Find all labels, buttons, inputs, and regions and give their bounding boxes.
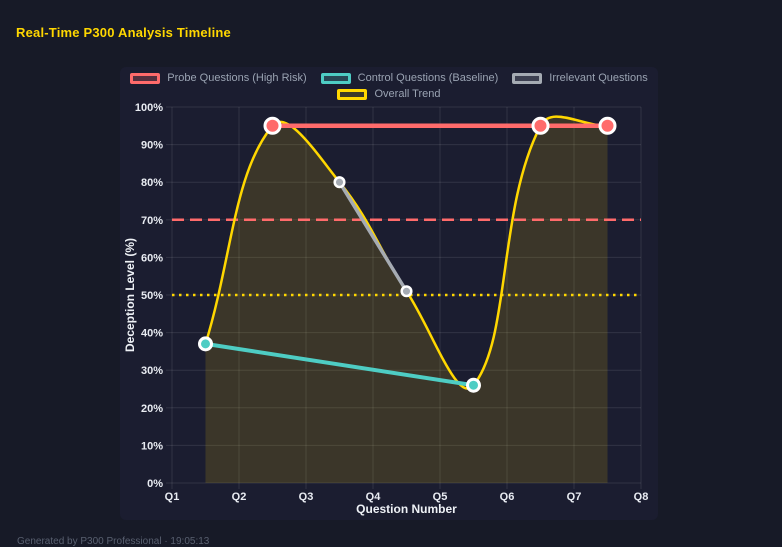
data-point-probe-questions-high-risk[interactable] [531,116,550,135]
legend-row: Overall Trend [120,88,658,100]
y-tick-label: 0% [147,478,163,490]
series-layer [172,115,641,484]
legend-swatch-probe-questions-high-risk [130,72,161,84]
data-point-irrelevant-questions[interactable] [333,176,346,189]
y-tick-label: 60% [141,252,163,264]
footer-generated-by: Generated by P300 Professional · 19:05:1… [17,536,210,547]
x-tick-label: Q5 [433,491,448,503]
legend-label: Overall Trend [374,88,441,100]
y-tick-label: 50% [141,290,163,302]
legend-item-control-questions-baseline[interactable]: Control Questions (Baseline) [320,72,499,84]
legend-label: Probe Questions (High Risk) [167,72,307,84]
data-point-probe-questions-high-risk[interactable] [263,116,282,135]
x-tick-label: Q6 [500,491,515,503]
legend-label: Irrelevant Questions [549,72,648,84]
x-tick-label: Q3 [299,491,314,503]
legend-swatch-control-questions-baseline [320,72,351,84]
x-tick-label: Q2 [232,491,247,503]
y-tick-label: 10% [141,440,163,452]
x-tick-label: Q4 [366,491,382,503]
y-tick-label: 70% [141,215,163,227]
legend-item-overall-trend[interactable]: Overall Trend [337,88,441,100]
legend-label: Control Questions (Baseline) [357,72,499,84]
legend-swatch-irrelevant-questions [512,72,543,84]
data-point-control-questions-baseline[interactable] [466,377,481,393]
y-tick-label: 30% [141,365,163,377]
x-tick-label: Q8 [634,491,649,503]
y-tick-label: 100% [135,102,163,114]
tick-label-layer: Q1 Q2 Q3 Q4 Q5 Q6 Q7 Q8 0% 10% 20% 30% 40% 50% 60% 70% 8… [135,102,648,503]
y-tick-label: 80% [141,177,163,189]
series-line-control-questions-baseline [203,341,476,388]
x-tick-label: Q1 [165,491,180,503]
data-point-control-questions-baseline[interactable] [198,336,213,352]
y-tick-label: 90% [141,140,163,152]
legend-swatch-overall-trend [337,88,368,100]
y-tick-label: 20% [141,403,163,415]
x-tick-label: Q7 [567,491,582,503]
series-fill-overall-trend [205,116,608,484]
legend-item-probe-questions-high-risk[interactable]: Probe Questions (High Risk) [130,72,307,84]
data-point-probe-questions-high-risk[interactable] [598,116,617,135]
timeline-chart: Q1 Q2 Q3 Q4 Q5 Q6 Q7 Q8 0% 10% 20% 30% 40% 50% 60% 70% 8… [123,102,648,516]
series-line-irrelevant-questions [337,180,409,293]
legend-item-irrelevant-questions[interactable]: Irrelevant Questions [512,72,648,84]
x-axis-title: Question Number [356,502,457,516]
chart-legend: Probe Questions (High Risk) Control Quest… [120,72,658,100]
legend-row: Probe Questions (High Risk) Control Quest… [120,72,658,84]
page-title: Real-Time P300 Analysis Timeline [16,25,231,40]
y-tick-label: 40% [141,328,163,340]
data-point-irrelevant-questions[interactable] [400,285,413,298]
chart-panel: Probe Questions (High Risk) Control Quest… [120,67,658,520]
y-axis-title: Deception Level (%) [123,238,137,352]
